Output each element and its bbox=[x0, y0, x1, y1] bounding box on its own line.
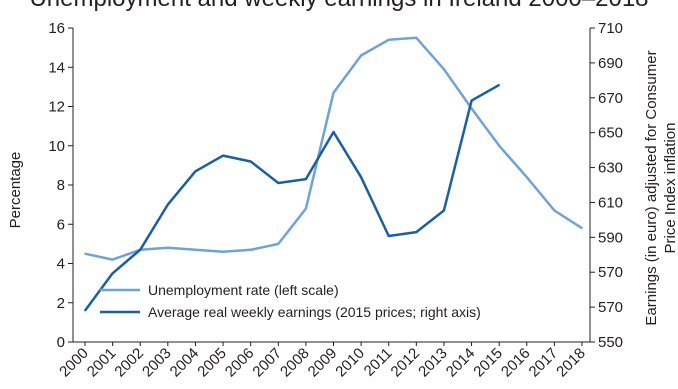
chart-title: Unemployment and weekly earnings in Irel… bbox=[29, 0, 648, 12]
x-tick-label: 2012 bbox=[388, 345, 424, 381]
series-1-point bbox=[525, 176, 528, 178]
x-tick-label: 2015 bbox=[470, 345, 506, 381]
series-1-point bbox=[581, 227, 583, 229]
x-tick-label: 2009 bbox=[305, 345, 341, 381]
x-tick-label: 2011 bbox=[361, 345, 396, 380]
right-tick-label: 570 bbox=[598, 264, 623, 281]
series-1-point bbox=[553, 209, 556, 212]
left-tick-label: 14 bbox=[48, 59, 65, 76]
legend-label: Unemployment rate (left scale) bbox=[148, 282, 339, 298]
series-2-point bbox=[84, 309, 86, 312]
left-tick-label: 16 bbox=[48, 20, 65, 37]
left-tick-label: 4 bbox=[57, 256, 65, 273]
left-axis-ticks: 0 2 4 6 8 10 12 14 16 bbox=[48, 20, 73, 351]
right-tick-label: 670 bbox=[598, 90, 623, 107]
x-tick-label: 2008 bbox=[277, 345, 313, 381]
series-1-point bbox=[194, 248, 197, 251]
series-2-point bbox=[360, 176, 362, 178]
series-1-point bbox=[470, 107, 473, 110]
series-1-point bbox=[498, 144, 500, 147]
series-1-point bbox=[305, 207, 307, 210]
series-1-point bbox=[111, 258, 114, 261]
series-1-point bbox=[443, 68, 445, 71]
right-tick-label: 690 bbox=[598, 55, 623, 72]
series-1-point bbox=[222, 250, 224, 253]
x-tick-label: 2006 bbox=[222, 345, 258, 381]
series-2-point bbox=[167, 203, 169, 206]
series-1-point bbox=[249, 248, 252, 251]
series-2-point bbox=[139, 248, 142, 251]
series-1-point bbox=[387, 38, 390, 41]
series-1-point bbox=[415, 37, 418, 39]
x-tick-label: 2005 bbox=[194, 345, 230, 381]
left-tick-label: 2 bbox=[57, 295, 65, 312]
x-tick-label: 2004 bbox=[167, 345, 203, 381]
left-tick-label: 0 bbox=[57, 334, 65, 351]
left-tick-label: 10 bbox=[48, 138, 65, 155]
series-line-2 bbox=[83, 83, 500, 312]
series-2-point bbox=[498, 84, 500, 86]
series-2-point bbox=[387, 235, 390, 237]
left-axis-title: Percentage bbox=[7, 152, 24, 229]
series-1-point bbox=[167, 247, 169, 249]
right-tick-label: 590 bbox=[598, 229, 623, 246]
series-2-point bbox=[194, 170, 197, 173]
series-2-point bbox=[249, 160, 252, 163]
series-2-point bbox=[470, 99, 473, 102]
left-tick-label: 12 bbox=[48, 99, 65, 116]
right-tick-label: 650 bbox=[598, 125, 623, 142]
x-tick-label: 2010 bbox=[332, 345, 368, 381]
right-axis-title-line-2: Price Index inflation bbox=[662, 123, 678, 254]
series-2-point bbox=[222, 154, 224, 157]
left-tick-label: 6 bbox=[57, 216, 65, 233]
x-tick-label: 2016 bbox=[498, 345, 534, 381]
right-tick-label: 710 bbox=[598, 20, 623, 37]
right-axis-title-line-1: Earnings (in euro) adjusted for Consumer bbox=[643, 50, 660, 325]
x-tick-label: 2003 bbox=[139, 345, 175, 381]
series-1-point bbox=[360, 54, 362, 57]
series-2-point bbox=[443, 209, 445, 212]
series-line-1 bbox=[84, 36, 583, 261]
legend: Unemployment rate (left scale) Average re… bbox=[100, 282, 481, 320]
series-1-point bbox=[332, 91, 335, 94]
series-1-point bbox=[277, 243, 280, 245]
series-1-point bbox=[84, 252, 86, 255]
x-tick-label: 2018 bbox=[553, 345, 589, 381]
x-axis-ticks: 2000200120022003200420052006200720082009… bbox=[56, 342, 589, 380]
x-tick-label: 2014 bbox=[443, 345, 479, 381]
x-tick-label: 2002 bbox=[111, 345, 147, 381]
series-2-point bbox=[111, 272, 114, 275]
x-tick-label: 2001 bbox=[84, 345, 120, 381]
left-tick-label: 8 bbox=[57, 177, 65, 194]
right-tick-label: 630 bbox=[598, 160, 623, 177]
legend-label: Average real weekly earnings (2015 price… bbox=[148, 304, 481, 320]
right-tick-label: 550 bbox=[598, 334, 623, 351]
series-2-point bbox=[332, 131, 335, 133]
x-tick-label: 2007 bbox=[249, 345, 285, 381]
series-2-point bbox=[277, 182, 280, 184]
x-tick-label: 2017 bbox=[526, 345, 562, 381]
x-tick-label: 2013 bbox=[415, 345, 451, 381]
right-tick-label: 570 bbox=[598, 299, 623, 316]
series-2-point bbox=[305, 178, 307, 180]
right-tick-label: 610 bbox=[598, 194, 623, 211]
series-2-point bbox=[415, 231, 418, 233]
series-layer bbox=[83, 36, 583, 312]
right-axis-ticks: 550 570 570 590 610 630 650 670 690 710 bbox=[590, 20, 623, 351]
